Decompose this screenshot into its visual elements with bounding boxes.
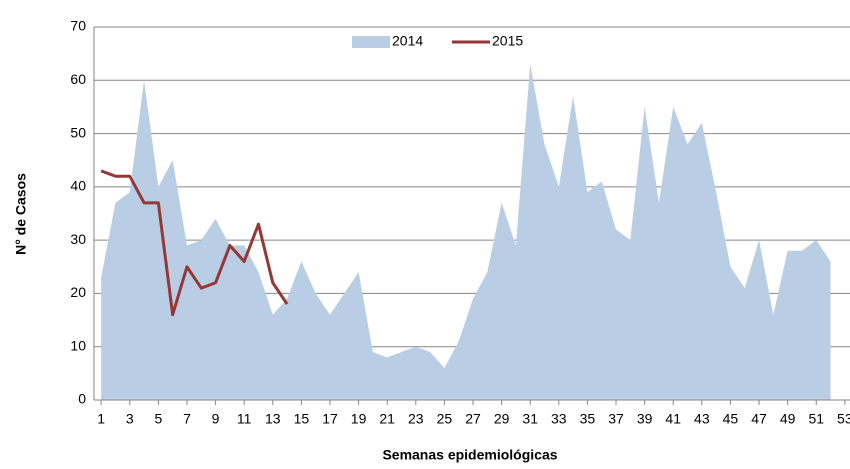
x-tick-label: 51: [808, 411, 824, 427]
legend-label: 2014: [392, 33, 423, 49]
line: [100, 169, 289, 317]
x-tick-label: 41: [665, 411, 681, 427]
y-tick-label: 0: [78, 391, 86, 407]
x-tick-label: 9: [212, 411, 220, 427]
x-tick-label: 37: [608, 411, 624, 427]
x-tick-label: 25: [437, 411, 453, 427]
x-tick-label: 5: [154, 411, 162, 427]
x-tick-label: 15: [294, 411, 310, 427]
legend-swatch: [352, 36, 390, 48]
x-tick-label: 39: [637, 411, 653, 427]
y-axis-title: N° de Casos: [13, 173, 29, 255]
x-tick-label: 27: [465, 411, 481, 427]
x-tick-label: 45: [723, 411, 739, 427]
y-tick-label: 40: [70, 178, 86, 194]
y-tick-label: 30: [70, 231, 86, 247]
x-tick-label: 1: [97, 411, 105, 427]
x-tick-label: 21: [379, 411, 395, 427]
y-tick-label: 70: [70, 18, 86, 34]
x-tick-label: 11: [237, 411, 252, 427]
area: [101, 64, 831, 401]
x-tick-label: 53: [837, 411, 850, 427]
x-tick-label: 29: [494, 411, 510, 427]
x-tick-label: 35: [580, 411, 596, 427]
x-tick-label: 31: [522, 411, 538, 427]
x-tick-label: 7: [183, 411, 191, 427]
y-tick-label: 50: [70, 124, 86, 140]
legend-label: 2015: [492, 33, 523, 49]
x-tick-label: 33: [551, 411, 567, 427]
x-tick-label: 17: [322, 411, 338, 427]
y-tick-label: 10: [70, 337, 86, 353]
x-tick-label: 47: [751, 411, 767, 427]
x-tick-label: 23: [408, 411, 424, 427]
y-tick-label: 20: [70, 284, 86, 300]
x-tick-label: 19: [351, 411, 367, 427]
x-tick-label: 43: [694, 411, 710, 427]
x-tick-label: 49: [780, 411, 796, 427]
x-axis-title: Semanas epidemiológicas: [382, 447, 557, 463]
y-tick-label: 60: [70, 71, 86, 87]
x-tick-label: 13: [265, 411, 281, 427]
x-tick-label: 3: [126, 411, 134, 427]
